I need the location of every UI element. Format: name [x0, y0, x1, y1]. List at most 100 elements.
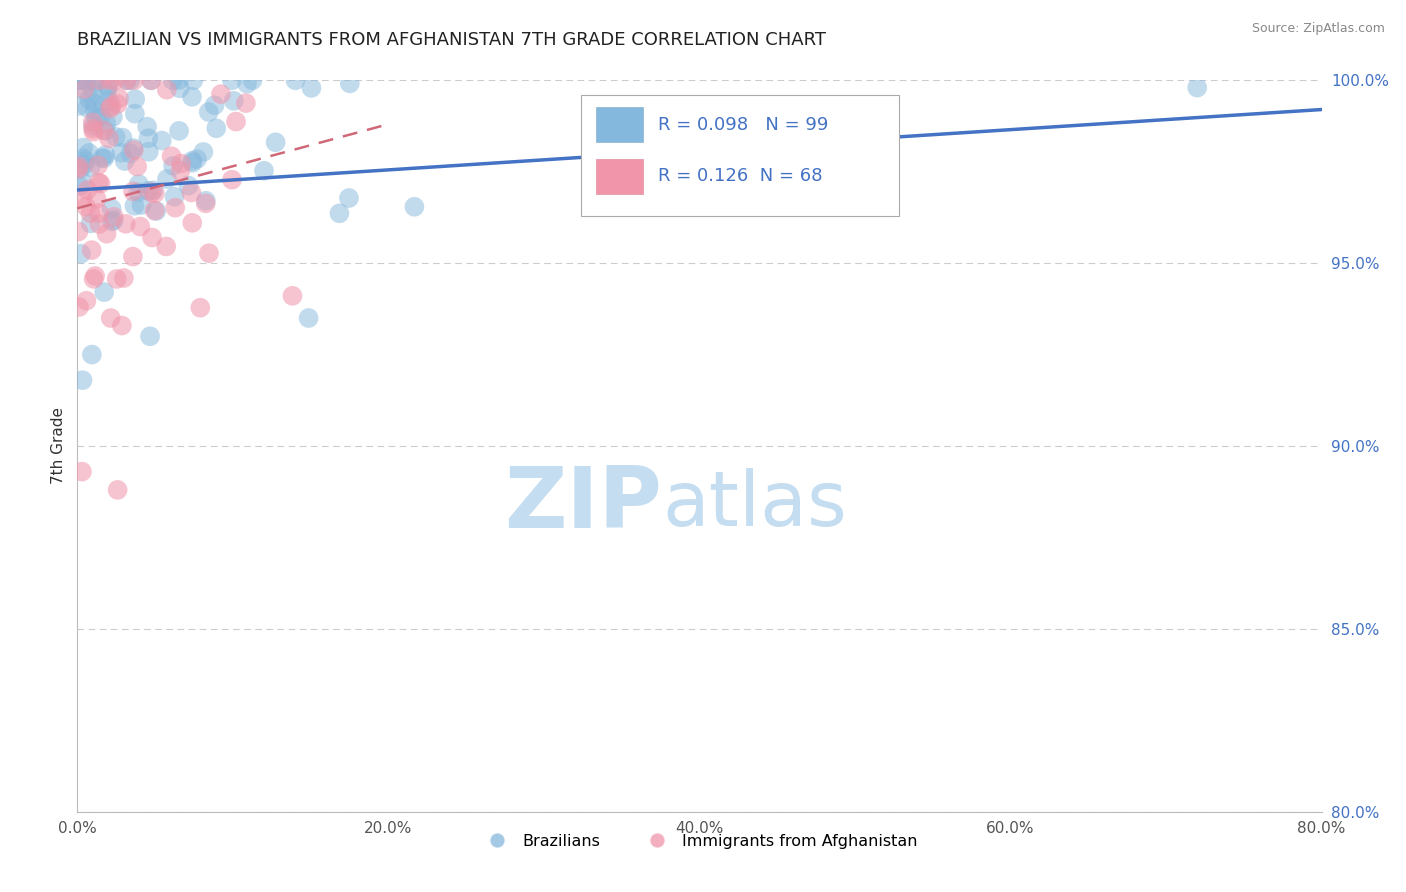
- Point: [90, 110, 112, 124]
- Point: [122, 143, 145, 157]
- Point: [204, 98, 226, 112]
- Point: [186, 152, 208, 166]
- Point: [236, 77, 259, 91]
- Point: [122, 141, 145, 155]
- Point: [70, 175, 93, 189]
- Text: ZIP: ZIP: [505, 463, 662, 546]
- Point: [98, 73, 121, 87]
- Point: [83, 75, 105, 89]
- Point: [180, 186, 202, 200]
- Point: [136, 184, 159, 198]
- Point: [120, 73, 142, 87]
- Point: [181, 155, 204, 169]
- Point: [89, 73, 111, 87]
- Point: [72, 140, 94, 154]
- Point: [235, 96, 257, 111]
- Point: [205, 121, 228, 136]
- Point: [112, 271, 135, 285]
- Point: [97, 78, 120, 93]
- Point: [339, 76, 361, 90]
- Point: [94, 148, 117, 162]
- Point: [79, 206, 101, 220]
- Point: [103, 213, 125, 227]
- Point: [284, 73, 307, 87]
- Point: [129, 219, 152, 234]
- Point: [100, 202, 122, 216]
- Point: [82, 84, 104, 98]
- Text: R = 0.098   N = 99: R = 0.098 N = 99: [658, 116, 828, 134]
- Point: [167, 73, 190, 87]
- Point: [145, 204, 167, 219]
- Point: [111, 130, 134, 145]
- Point: [101, 214, 124, 228]
- Point: [139, 73, 162, 87]
- Point: [253, 163, 276, 178]
- Point: [142, 183, 165, 197]
- Point: [124, 106, 146, 120]
- Point: [136, 120, 159, 134]
- Point: [66, 73, 89, 87]
- Point: [194, 196, 217, 211]
- Point: [141, 186, 163, 200]
- Point: [84, 111, 107, 125]
- Point: [77, 93, 100, 107]
- Point: [115, 73, 138, 87]
- Point: [67, 99, 90, 113]
- Point: [128, 177, 150, 191]
- Point: [170, 156, 193, 170]
- Point: [124, 92, 146, 106]
- Point: [143, 186, 166, 201]
- Point: [328, 206, 350, 220]
- Point: [104, 73, 127, 87]
- Point: [82, 119, 104, 133]
- Point: [156, 83, 179, 97]
- Point: [139, 329, 162, 343]
- Point: [337, 191, 360, 205]
- Point: [79, 216, 101, 230]
- FancyBboxPatch shape: [581, 95, 898, 216]
- Point: [131, 198, 153, 212]
- Point: [82, 115, 104, 129]
- Point: [163, 190, 186, 204]
- Point: [91, 151, 114, 165]
- Text: atlas: atlas: [662, 467, 846, 541]
- Point: [94, 124, 117, 138]
- Point: [83, 272, 105, 286]
- Point: [87, 206, 110, 220]
- Point: [165, 201, 187, 215]
- Point: [150, 134, 173, 148]
- Point: [101, 110, 124, 124]
- Point: [124, 199, 146, 213]
- Point: [167, 124, 190, 138]
- Point: [100, 311, 122, 326]
- Y-axis label: 7th Grade: 7th Grade: [51, 408, 66, 484]
- Point: [198, 246, 221, 260]
- Point: [73, 157, 96, 171]
- Point: [72, 151, 94, 165]
- Point: [80, 243, 103, 257]
- Point: [114, 154, 136, 169]
- Point: [181, 153, 204, 168]
- Point: [84, 268, 107, 283]
- Text: R = 0.126  N = 68: R = 0.126 N = 68: [658, 167, 823, 186]
- Point: [242, 73, 264, 87]
- Point: [162, 159, 184, 173]
- Point: [177, 178, 200, 193]
- Text: BRAZILIAN VS IMMIGRANTS FROM AFGHANISTAN 7TH GRADE CORRELATION CHART: BRAZILIAN VS IMMIGRANTS FROM AFGHANISTAN…: [77, 31, 827, 49]
- Point: [76, 183, 98, 197]
- Point: [141, 73, 163, 87]
- Point: [75, 293, 97, 308]
- Point: [114, 217, 136, 231]
- Point: [76, 101, 98, 115]
- Point: [221, 73, 243, 87]
- Point: [93, 151, 115, 165]
- Point: [72, 73, 94, 87]
- Point: [110, 145, 132, 160]
- Point: [86, 192, 108, 206]
- Point: [181, 90, 204, 104]
- Point: [169, 163, 191, 178]
- Point: [77, 145, 100, 160]
- Legend: Brazilians, Immigrants from Afghanistan: Brazilians, Immigrants from Afghanistan: [475, 827, 924, 855]
- Point: [72, 373, 94, 387]
- Point: [122, 250, 145, 264]
